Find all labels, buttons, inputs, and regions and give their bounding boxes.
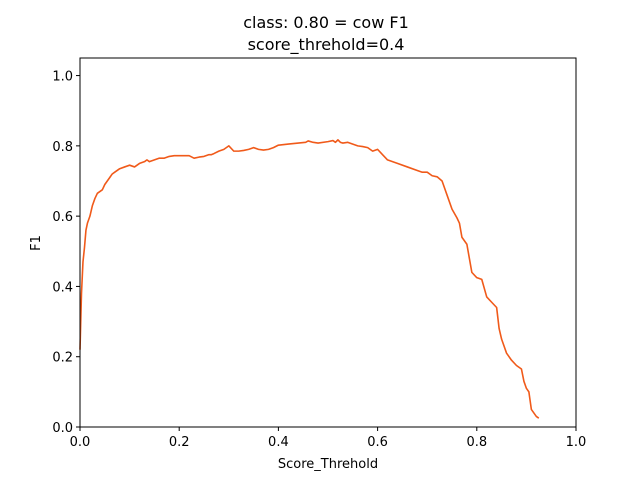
y-axis-label: F1 — [29, 235, 44, 251]
x-tick-label: 0.8 — [466, 435, 487, 450]
x-tick-label: 1.0 — [566, 435, 587, 450]
chart-title-line-1: class: 0.80 = cow F1 — [243, 13, 409, 32]
x-tick-label: 0.0 — [70, 435, 91, 450]
plot-area — [79, 139, 540, 419]
f1-series-line — [79, 139, 540, 419]
x-tick-label: 0.2 — [169, 435, 190, 450]
y-axis: 0.0 0.2 0.4 0.6 0.8 1.0 — [52, 70, 80, 436]
chart-title-line-2: score_threhold=0.4 — [248, 35, 405, 55]
plot-frame — [79, 57, 577, 428]
x-axis: 0.0 0.2 0.4 0.6 0.8 1.0 — [70, 427, 587, 450]
y-tick-label: 0.2 — [52, 351, 73, 366]
y-tick-label: 0.0 — [52, 421, 73, 436]
x-axis-label: Score_Threhold — [278, 457, 378, 472]
x-tick-label: 0.4 — [268, 435, 289, 450]
y-tick-label: 1.0 — [52, 70, 73, 85]
y-tick-label: 0.4 — [52, 280, 73, 295]
y-tick-label: 0.8 — [52, 140, 73, 155]
y-tick-label: 0.6 — [52, 210, 73, 225]
x-tick-label: 0.6 — [367, 435, 388, 450]
